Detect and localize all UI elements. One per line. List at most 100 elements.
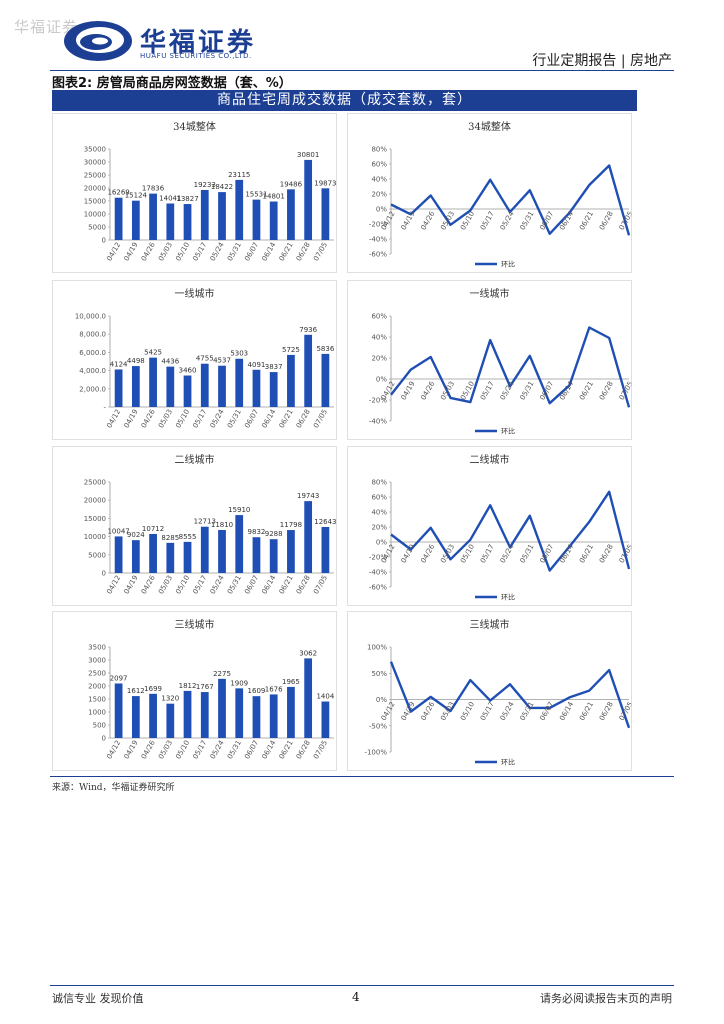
data-label: 4124 [110,360,128,368]
data-label: 13827 [176,195,198,203]
logo-swirl-icon [64,21,132,61]
bar [166,203,175,240]
x-tick-label: 06/28 [598,210,615,231]
x-tick-label: 05/17 [479,380,496,401]
y-tick-label: 20000 [84,185,106,193]
y-tick-label: 8,000.0 [79,331,106,339]
chart-frame [347,280,632,440]
series-line [390,490,631,572]
x-tick-label: 06/21 [278,574,295,595]
data-label: 8555 [179,533,197,541]
data-label: 12643 [314,518,336,526]
bar [114,197,123,240]
legend-label: 环比 [501,758,515,767]
bar [304,501,313,573]
bar [183,204,192,240]
x-tick-label: 05/31 [519,543,536,564]
x-tick-label: 05/17 [191,408,208,429]
y-tick-label: 1500 [88,696,106,704]
x-tick-label: 07/05 [312,574,329,595]
x-tick-label: 06/28 [598,380,615,401]
bar [166,703,175,738]
bar [252,199,261,240]
chart-frame [347,113,632,273]
bar [321,701,330,738]
chart-panel-tier3-bar: 三线城市 0 500 1000 1500 2000 2500 3000 3500 2097 04/1… [52,611,337,771]
x-tick-label: 05/03 [157,574,174,595]
bar [321,526,330,573]
x-tick-label: 06/21 [578,210,595,231]
data-label: 5836 [316,345,334,353]
watermark: 华福证券 [14,18,79,36]
bar-chart-svg: 一线城市 - 2,000.0 4,000.0 6,000.0 8,000.0 10,000.… [52,280,337,440]
bar [149,357,157,407]
x-tick-label: 07/05 [312,241,329,262]
bar [304,658,313,738]
data-label: 3460 [179,367,197,375]
bar [235,515,244,573]
bar [114,683,123,738]
y-tick-label: 60% [371,313,387,321]
data-label: 1965 [282,678,300,686]
data-label: 2275 [213,670,231,678]
y-tick-label: 40% [371,334,387,342]
x-tick-label: 04/26 [140,408,157,430]
data-label: 5425 [144,349,162,357]
bar [149,193,157,240]
y-tick-label: -50% [369,722,387,730]
y-tick-label: 60% [371,494,387,502]
bar [200,692,209,738]
source-divider [50,776,674,777]
data-label: 19233 [194,181,216,189]
data-label: 14801 [263,193,285,201]
y-tick-label: 15000 [84,515,106,523]
line-chart-svg: 一线城市-40%-20%0%20%40%60%04/12 04/19 04/26 05… [347,280,632,440]
y-tick-label: -20% [369,221,387,229]
y-tick-label: 500 [93,722,106,730]
y-tick-label: 0% [376,376,387,384]
bar [269,372,278,407]
data-label: 1320 [161,695,179,703]
data-label: 19486 [280,180,303,188]
x-tick-label: 04/26 [419,543,436,565]
y-tick-label: 20% [371,191,387,199]
chart-title: 一线城市 [175,287,215,300]
bar [183,541,192,573]
bar-chart-svg: 34城整体 0 5000 10000 15000 20000 25000 30000 35000… [52,113,337,273]
y-tick-label: -40% [369,236,387,244]
x-tick-label: 06/14 [260,241,277,263]
y-tick-label: 20% [371,355,387,363]
x-tick-label: 06/28 [295,739,312,760]
x-tick-label: 06/07 [243,241,260,262]
y-tick-label: 60% [371,161,387,169]
bar [287,354,295,407]
chart-title: 34城整体 [468,120,511,133]
series-line [390,326,631,408]
x-tick-label: 05/24 [499,380,516,402]
series-line [389,661,631,729]
chart-title: 34城整体 [173,120,216,133]
bar [304,334,313,407]
data-label: 9832 [248,528,266,536]
y-tick-label: 50% [371,670,387,678]
x-tick-label: 04/26 [140,241,157,263]
x-tick-label: 05/17 [479,701,496,722]
data-label: 23115 [228,171,250,179]
y-tick-label: -100% [364,749,387,757]
chart-panel-tier3-line: 三线城市 -100% -50% 0% 50% 100% 04/12 04/19 04/26 05/… [347,611,632,771]
y-tick-label: 6,000.0 [79,349,106,357]
y-tick-label: 3000 [88,657,106,665]
bar [321,353,330,407]
y-tick-label: 30000 [84,159,106,167]
y-tick-label: 10000 [84,211,106,219]
x-tick-label: 06/07 [538,701,555,722]
bar [114,369,123,407]
x-tick-label: 05/17 [191,574,208,595]
data-label: 9288 [265,530,283,538]
chart-title: 一线城市 [470,287,510,300]
y-tick-label: 35000 [84,146,106,154]
data-label: 7936 [299,326,317,334]
x-tick-label: 05/24 [209,739,226,761]
data-label: 1404 [316,692,334,700]
chart-title: 二线城市 [175,453,215,466]
